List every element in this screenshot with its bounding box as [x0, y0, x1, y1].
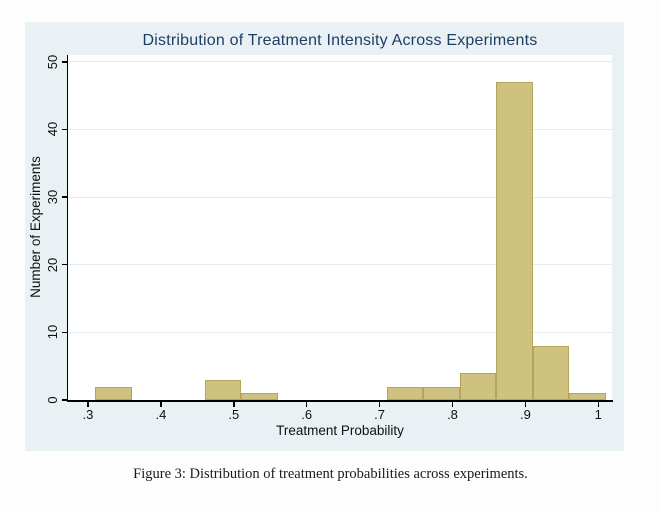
histogram-bar: [459, 372, 497, 400]
x-tick-label-.8: .8: [447, 407, 458, 422]
x-tick-mark-.4: [160, 401, 162, 407]
x-tick-label-.4: .4: [155, 407, 167, 422]
y-tick-mark-40: [61, 128, 67, 131]
gridline-y-20: [68, 264, 612, 266]
y-tick-label-0: 0: [45, 396, 60, 404]
x-axis-line: [66, 400, 613, 402]
gridline-y-10: [68, 331, 612, 333]
x-tick-mark-.5: [233, 401, 235, 407]
x-tick-mark-.3: [87, 401, 89, 407]
x-tick-mark-.7: [378, 401, 381, 407]
x-tick-label-.3: .3: [82, 407, 94, 422]
x-tick-mark-.8: [451, 401, 454, 407]
y-tick-label-10: 10: [45, 325, 60, 340]
y-tick-mark-0: [61, 399, 67, 401]
histogram-bar: [496, 82, 533, 400]
gridline-y-40: [68, 128, 612, 130]
histogram-bar: [204, 379, 242, 400]
y-tick-label-40: 40: [45, 122, 60, 137]
y-tick-label-50: 50: [45, 54, 60, 69]
y-tick-mark-10: [61, 331, 67, 334]
histogram-bar: [241, 393, 278, 400]
figure-chart: Distribution of Treatment Intensity Acro…: [25, 22, 624, 451]
figure-caption: Figure 3: Distribution of treatment prob…: [133, 466, 528, 482]
chart-title: Distribution of Treatment Intensity Acro…: [142, 32, 538, 49]
y-tick-mark-20: [61, 263, 67, 266]
y-tick-label-30: 30: [45, 189, 60, 205]
x-tick-label-.6: .6: [301, 407, 313, 422]
x-tick-mark-1: [597, 401, 600, 407]
plot-area: [68, 55, 612, 400]
x-tick-mark-.9: [524, 401, 527, 407]
y-axis-title: Number of Experiments: [28, 156, 43, 298]
x-tick-label-.5: .5: [228, 407, 240, 422]
histogram-bar: [532, 345, 570, 400]
x-axis-title: Treatment Probability: [276, 423, 404, 438]
gridline-y-50: [68, 61, 612, 63]
histogram-bar: [569, 393, 606, 400]
histogram-bar: [386, 386, 424, 400]
x-tick-label-1: 1: [594, 407, 602, 422]
histogram-bar: [95, 386, 132, 400]
y-tick-mark-50: [61, 61, 67, 63]
gridline-y-30: [68, 196, 612, 198]
x-tick-mark-.6: [305, 401, 308, 407]
x-tick-label-.7: .7: [374, 407, 385, 422]
y-tick-label-20: 20: [45, 257, 60, 272]
y-tick-mark-30: [61, 196, 67, 198]
y-axis-line: [66, 55, 68, 402]
histogram-bar: [423, 386, 460, 400]
x-tick-label-.9: .9: [519, 407, 531, 422]
